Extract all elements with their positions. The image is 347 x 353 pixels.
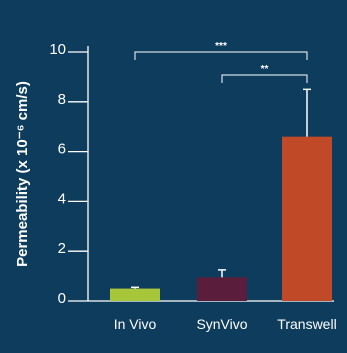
- x-tick-label: SynVivo: [196, 316, 247, 332]
- y-tick-label: 0: [58, 290, 66, 307]
- y-tick-label: 4: [58, 190, 66, 207]
- y-tick-label: 10: [49, 41, 66, 58]
- significance-label: ***: [215, 41, 227, 52]
- x-tick-label: In Vivo: [114, 316, 157, 332]
- y-tick-label: 2: [58, 240, 66, 257]
- y-tick-label: 6: [58, 141, 66, 158]
- significance-label: **: [261, 64, 269, 75]
- bar-transwell: [282, 136, 332, 301]
- x-tick-label: Transwell: [277, 316, 336, 332]
- x-axis-labels: In Vivo SynVivo Transwell: [114, 316, 337, 332]
- significance-brackets: *****: [134, 41, 308, 83]
- significance-bracket: [134, 51, 308, 60]
- bar-in-vivo: [110, 288, 160, 301]
- y-tick-label: 8: [58, 91, 66, 108]
- bars: [110, 88, 332, 301]
- bar-synvivo: [197, 277, 247, 301]
- significance-bracket: [221, 74, 308, 83]
- y-axis-label: Permeability (x 10⁻⁶ cm/s): [14, 81, 31, 267]
